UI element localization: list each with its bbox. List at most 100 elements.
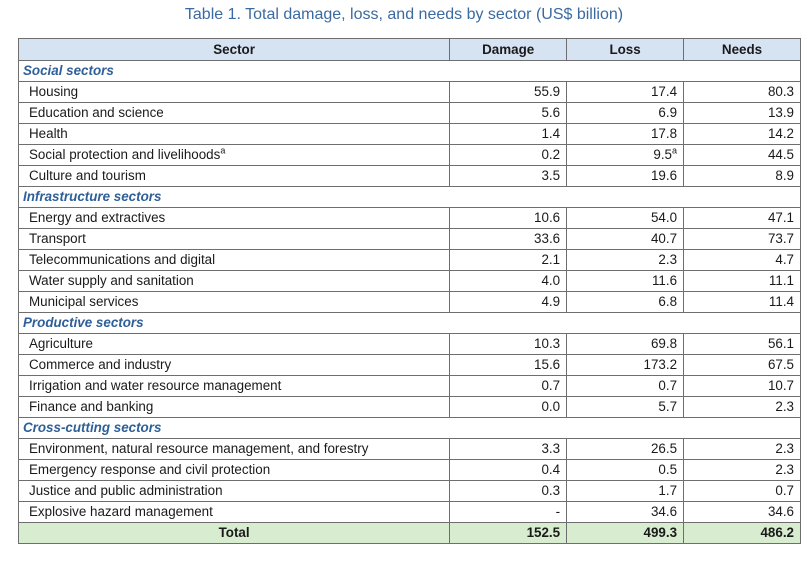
needs-cell: 8.9 (683, 165, 801, 187)
sector-name: Health (29, 126, 68, 141)
loss-cell: 17.8 (566, 123, 685, 145)
table-row: Culture and tourism 3.5 19.6 8.9 (17, 165, 801, 187)
category-row: Social sectors (17, 60, 801, 82)
damage-cell: - (449, 501, 568, 523)
sector-name: Energy and extractives (29, 210, 166, 225)
damage-cell: 10.3 (449, 333, 568, 355)
category-filler-cell (566, 60, 684, 82)
category-filler-cell (449, 312, 567, 334)
column-header-loss: Loss (566, 38, 685, 61)
damage-cell: 3.5 (449, 165, 568, 187)
sector-name: Irrigation and water resource management (29, 378, 282, 393)
sector-name-cell: Explosive hazard management (17, 501, 451, 523)
category-filler-cell (683, 417, 801, 439)
damage-cell: 15.6 (449, 354, 568, 376)
sector-name: Water supply and sanitation (29, 273, 194, 288)
loss-cell: 26.5 (566, 438, 685, 460)
loss-cell: 2.3 (566, 249, 685, 271)
footnote-marker: a (672, 145, 678, 156)
loss-cell: 6.9 (566, 102, 685, 124)
loss-value: 69.8 (650, 336, 678, 351)
needs-cell: 34.6 (683, 501, 801, 523)
needs-cell: 14.2 (683, 123, 801, 145)
needs-cell: 13.9 (683, 102, 801, 124)
sector-name: Housing (29, 84, 79, 99)
category-filler-cell (683, 60, 801, 82)
sector-name: Commerce and industry (29, 357, 172, 372)
needs-cell: 67.5 (683, 354, 801, 376)
total-loss: 499.3 (566, 522, 685, 544)
table-row: Water supply and sanitation 4.0 11.6 11.1 (17, 270, 801, 292)
table-row: Energy and extractives 10.6 54.0 47.1 (17, 207, 801, 229)
loss-cell: 6.8 (566, 291, 685, 313)
damage-cell: 3.3 (449, 438, 568, 460)
loss-value: 34.6 (650, 504, 678, 519)
loss-value: 1.7 (658, 483, 678, 498)
table-row: Transport 33.6 40.7 73.7 (17, 228, 801, 250)
loss-value: 17.4 (650, 84, 678, 99)
category-label: Infrastructure sectors (17, 186, 450, 208)
loss-cell: 173.2 (566, 354, 685, 376)
sector-name-cell: Commerce and industry (17, 354, 451, 376)
header-row: Sector Damage Loss Needs (17, 38, 801, 61)
damage-cell: 4.9 (449, 291, 568, 313)
sector-name-cell: Irrigation and water resource management (17, 375, 451, 397)
needs-cell: 2.3 (683, 396, 801, 418)
damage-cell: 2.1 (449, 249, 568, 271)
sector-name: Transport (29, 231, 86, 246)
sector-name: Culture and tourism (29, 168, 146, 183)
loss-value: 40.7 (650, 231, 678, 246)
category-row: Infrastructure sectors (17, 186, 801, 208)
total-label: Total (17, 522, 451, 544)
table-row: Environment, natural resource management… (17, 438, 801, 460)
column-header-damage: Damage (449, 38, 568, 61)
table-row: Telecommunications and digital 2.1 2.3 4.7 (17, 249, 801, 271)
loss-value: 173.2 (643, 357, 678, 372)
loss-cell: 17.4 (566, 81, 685, 103)
category-label: Productive sectors (17, 312, 450, 334)
loss-cell: 40.7 (566, 228, 685, 250)
table-body: Social sectors Housing 55.9 17.4 80.3 Educati… (17, 60, 801, 523)
damage-cell: 10.6 (449, 207, 568, 229)
loss-value: 0.5 (658, 462, 678, 477)
loss-cell: 0.5 (566, 459, 685, 481)
category-filler-cell (566, 312, 684, 334)
category-label: Cross-cutting sectors (17, 417, 450, 439)
needs-cell: 11.1 (683, 270, 801, 292)
column-header-sector: Sector (17, 38, 451, 61)
sector-name-cell: Environment, natural resource management… (17, 438, 451, 460)
loss-cell: 54.0 (566, 207, 685, 229)
loss-cell: 19.6 (566, 165, 685, 187)
table-row: Justice and public administration 0.3 1.7 0… (17, 480, 801, 502)
total-damage: 152.5 (449, 522, 568, 544)
category-filler-cell (683, 186, 801, 208)
category-filler-cell (449, 60, 567, 82)
loss-cell: 9.5a (566, 144, 685, 166)
table-row: Health 1.4 17.8 14.2 (17, 123, 801, 145)
table-row: Commerce and industry 15.6 173.2 67.5 (17, 354, 801, 376)
loss-value: 19.6 (650, 168, 678, 183)
loss-value: 6.8 (658, 294, 678, 309)
loss-value: 0.7 (658, 378, 678, 393)
sector-name-cell: Education and science (17, 102, 451, 124)
damage-cell: 55.9 (449, 81, 568, 103)
loss-value: 9.5 (653, 147, 673, 162)
column-header-needs: Needs (683, 38, 801, 61)
loss-value: 54.0 (650, 210, 678, 225)
sector-name-cell: Justice and public administration (17, 480, 451, 502)
sector-name-cell: Telecommunications and digital (17, 249, 451, 271)
loss-cell: 5.7 (566, 396, 685, 418)
sector-name-cell: Water supply and sanitation (17, 270, 451, 292)
sector-name-cell: Transport (17, 228, 451, 250)
table-row: Education and science 5.6 6.9 13.9 (17, 102, 801, 124)
damage-cell: 0.2 (449, 144, 568, 166)
category-filler-cell (683, 312, 801, 334)
table-title: Table 1. Total damage, loss, and needs b… (184, 6, 624, 23)
sector-name: Environment, natural resource management… (29, 441, 369, 456)
category-label: Social sectors (17, 60, 450, 82)
needs-cell: 2.3 (683, 459, 801, 481)
damage-cell: 0.4 (449, 459, 568, 481)
table-row: Emergency response and civil protection 0… (17, 459, 801, 481)
sector-name-cell: Culture and tourism (17, 165, 451, 187)
needs-cell: 73.7 (683, 228, 801, 250)
